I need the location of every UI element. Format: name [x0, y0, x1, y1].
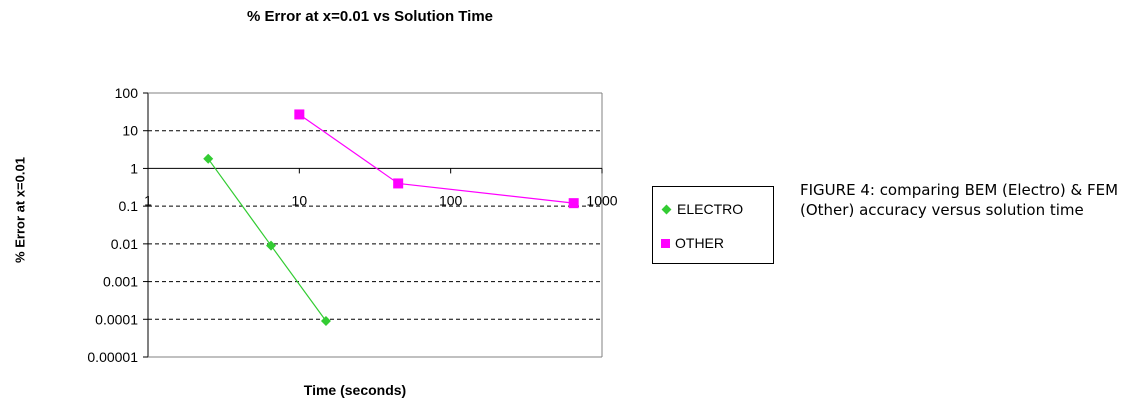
figure-caption: FIGURE 4: comparing BEM (Electro) & FEM …: [800, 181, 1119, 219]
series-line-electro: [207, 158, 327, 322]
legend: ELECTRO OTHER: [652, 186, 774, 264]
legend-label-electro: ELECTRO: [677, 201, 744, 217]
x-tick-label-3: 1000: [586, 192, 617, 208]
point-electro-1: [266, 240, 277, 251]
chart-title: % Error at x=0.01 vs Solution Time: [246, 8, 494, 25]
point-electro-2: [320, 316, 331, 327]
point-other-0: [294, 109, 305, 120]
y-tick-label-6: 0.0001: [95, 311, 138, 327]
y-tick-label-7: 0.00001: [87, 349, 138, 365]
y-tick-label-5: 0.001: [103, 274, 138, 290]
x-tick-label-1: 10: [292, 192, 308, 208]
legend-swatch-electro: [661, 204, 672, 214]
x-axis-title: Time (seconds): [303, 382, 407, 398]
legend-label-other: OTHER: [675, 235, 724, 251]
y-tick-label-3: 0.1: [119, 198, 139, 214]
legend-swatch-other: [661, 238, 670, 248]
series-line-other: [298, 113, 574, 204]
point-other-2: [568, 198, 579, 209]
x-tick-label-0: 1: [144, 192, 152, 208]
y-tick-label-2: 1: [130, 160, 138, 176]
y-tick-label-4: 0.01: [111, 236, 138, 252]
x-tick-label-2: 100: [439, 192, 463, 208]
y-tick-label-0: 100: [115, 85, 139, 101]
legend-item-other: OTHER: [661, 235, 724, 251]
legend-item-electro: ELECTRO: [661, 201, 743, 217]
point-electro-0: [203, 153, 214, 164]
point-other-1: [393, 178, 404, 189]
y-tick-label-1: 10: [122, 123, 138, 139]
